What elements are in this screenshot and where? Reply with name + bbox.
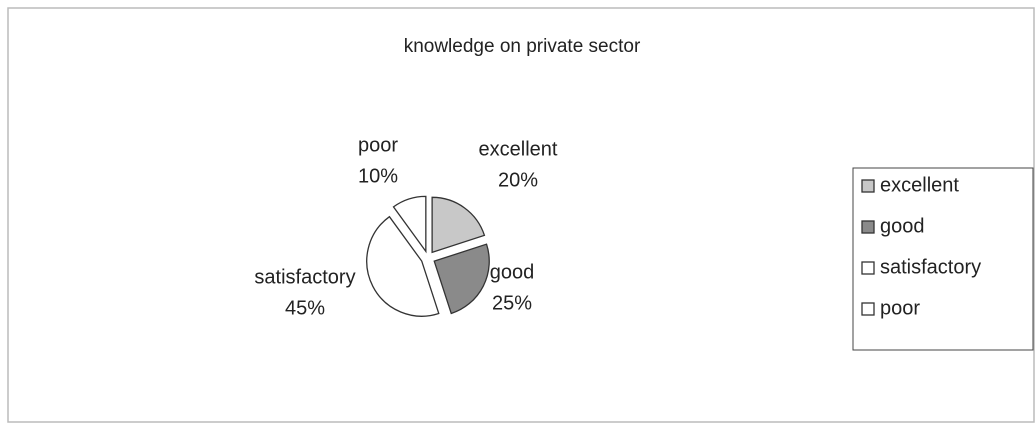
- pie-slice: [392, 195, 427, 254]
- slice-label-name: poor: [358, 134, 398, 156]
- slice-label-name: excellent: [479, 138, 558, 160]
- legend-swatch: [861, 302, 875, 316]
- pie-slice: [431, 196, 486, 254]
- pie-slice: [366, 215, 440, 317]
- legend-swatch: [861, 179, 875, 193]
- legend-label: excellent: [880, 174, 959, 196]
- slice-label-value: 20%: [498, 169, 538, 191]
- legend-label: satisfactory: [880, 256, 981, 278]
- slice-label-value: 10%: [358, 165, 398, 187]
- legend-box: [852, 167, 1034, 351]
- legend-swatch: [861, 261, 875, 275]
- slice-label-value: 45%: [285, 297, 325, 319]
- chart-title: knowledge on private sector: [404, 36, 641, 57]
- legend-label: poor: [880, 297, 920, 319]
- pie-slice: [433, 243, 490, 315]
- slice-label-name: good: [490, 261, 535, 283]
- slice-label-value: 25%: [492, 292, 532, 314]
- legend-swatch: [861, 220, 875, 234]
- slice-label-name: satisfactory: [254, 266, 355, 288]
- legend-label: good: [880, 215, 925, 237]
